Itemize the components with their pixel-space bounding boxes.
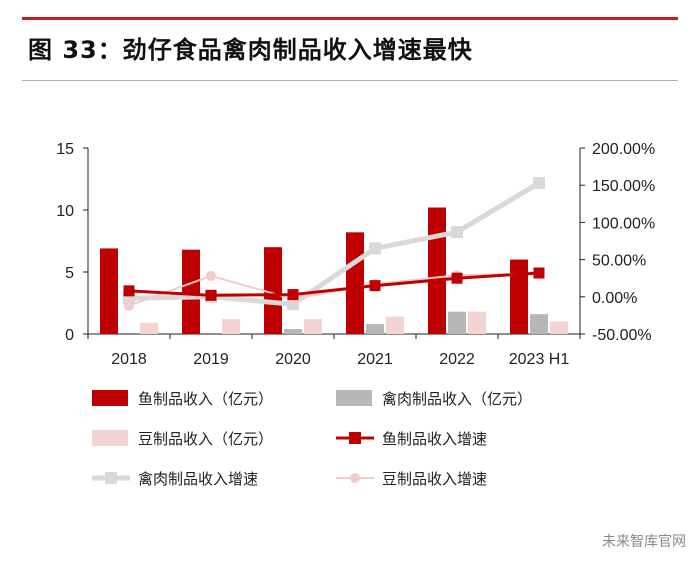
fish-revenue-bar (510, 259, 528, 334)
fish-growth-point (451, 272, 463, 284)
fish-revenue-bar (346, 232, 364, 334)
legend-poultry-revenue-label: 禽肉制品收入（亿元） (382, 390, 532, 408)
poultry-revenue-bar (530, 314, 548, 334)
x-axis-tick-label: 2020 (275, 351, 311, 368)
poultry-growth-point (451, 226, 463, 239)
legend-bean-growth-label: 豆制品收入增速 (382, 470, 487, 488)
x-axis-tick-label: 2022 (439, 351, 475, 368)
bean-growth-point (206, 270, 216, 281)
tick-labels: 0 5 10 15 -50.00% 0.00% 50.00% 100.00% 150.00% 20… (56, 141, 655, 368)
legend-poultry-revenue-swatch (336, 390, 372, 406)
bean-revenue-bar (222, 319, 240, 334)
legend-fish-revenue-swatch (92, 390, 128, 406)
legend: 鱼制品收入（亿元） 禽肉制品收入（亿元） 豆制品收入（亿元） 鱼制品收入增速禽肉制品收… (92, 390, 532, 488)
bean-revenue-bar (468, 311, 486, 334)
fish-growth-point (123, 285, 135, 297)
fish-revenue-bar (100, 248, 118, 334)
legend-poultry-growth-swatch-marker (105, 472, 117, 484)
left-axis-tick-label: 0 (65, 327, 74, 344)
bars (100, 207, 568, 334)
left-axis-tick-label: 15 (56, 141, 74, 158)
x-axis-tick-label: 2023 H1 (509, 351, 570, 368)
fish-growth-point (369, 280, 381, 292)
bean-revenue-bar (304, 319, 322, 334)
legend-fish-growth-swatch-marker (349, 432, 361, 444)
figure-title: 图 33：劲仔食品禽肉制品收入增速最快 (28, 36, 473, 64)
legend-fish-growth-label: 鱼制品收入增速 (382, 430, 487, 448)
legend-bean-growth-swatch-marker (350, 473, 360, 483)
title-divider (22, 80, 678, 81)
x-axis-tick-label: 2021 (357, 351, 393, 368)
fish-revenue-bar (264, 247, 282, 334)
right-axis-tick-label: -50.00% (592, 327, 652, 344)
x-axis-tick-label: 2018 (111, 351, 147, 368)
right-axis-tick-label: 50.00% (592, 253, 646, 270)
right-axis-tick-label: 0.00% (592, 290, 637, 307)
fish-growth-line (128, 271, 540, 297)
left-axis-tick-label: 10 (56, 203, 74, 220)
right-axis-tick-label: 150.00% (592, 178, 655, 195)
x-axis-tick-label: 2019 (193, 351, 229, 368)
bean-growth-point (124, 300, 134, 311)
legend-bean-revenue-label: 豆制品收入（亿元） (138, 430, 273, 448)
left-axis-tick-label: 5 (65, 265, 74, 282)
fish-revenue-bar (428, 207, 446, 334)
watermark: 未来智库官网 (602, 534, 686, 550)
poultry-revenue-bar (284, 329, 302, 334)
poultry-growth-point (369, 242, 381, 255)
header-accent-rule (22, 17, 678, 20)
legend-fish-revenue-label: 鱼制品收入（亿元） (138, 390, 273, 408)
bean-revenue-bar (386, 316, 404, 334)
right-axis-tick-label: 100.00% (592, 215, 655, 232)
legend-bean-revenue-swatch (92, 430, 128, 446)
growth-lines (123, 176, 545, 311)
fish-growth-point (287, 289, 299, 301)
axes (83, 147, 585, 339)
legend-poultry-growth-label: 禽肉制品收入增速 (138, 470, 258, 488)
bean-revenue-bar (550, 321, 568, 334)
bean-revenue-bar (140, 322, 158, 334)
poultry-revenue-bar (448, 311, 466, 334)
right-axis-tick-label: 200.00% (592, 141, 655, 158)
fish-growth-point (533, 267, 545, 279)
fish-growth-point (205, 289, 217, 301)
poultry-revenue-bar (366, 324, 384, 334)
fish-revenue-bar (182, 249, 200, 334)
poultry-growth-point (533, 176, 545, 189)
poultry-growth-line (128, 180, 541, 307)
